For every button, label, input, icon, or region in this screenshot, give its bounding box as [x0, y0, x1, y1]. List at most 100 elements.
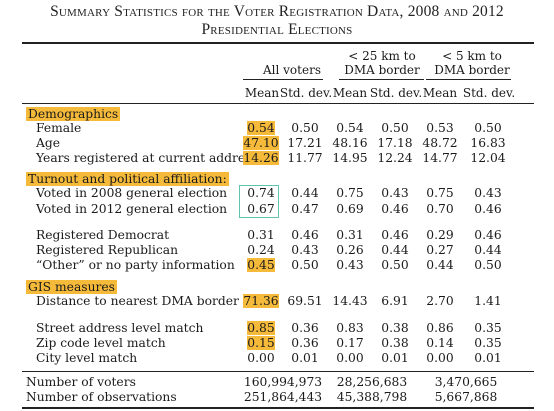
cell-value: 0.44 [381, 243, 409, 257]
cell-value: 12.04 [470, 151, 506, 165]
header-lt25-line2: DMA border [344, 63, 420, 77]
header-rule [22, 103, 534, 104]
section-turnout: Turnout and political affiliation: [26, 172, 229, 186]
cell-value: 0.00 [426, 351, 454, 365]
mean-cell: 0.74 [239, 186, 283, 201]
header-all-voters: All voters [263, 63, 321, 77]
cell-value: 0.43 [336, 258, 364, 272]
sd-cell: 17.21 [283, 136, 327, 151]
mean-cell: 14.26 [239, 151, 283, 166]
total-label: Number of voters [26, 375, 136, 389]
cell-value: 14.77 [422, 151, 458, 165]
sd-cell: 0.50 [466, 258, 510, 273]
mean-cell: 14.43 [328, 294, 372, 309]
mean-cell: 71.36 [239, 294, 283, 309]
table-title-line1: Summary Statistics for the Voter Registr… [50, 3, 504, 20]
underline-lt25 [339, 79, 424, 80]
cell-value: 0.53 [426, 121, 454, 135]
total-value: 45,388,798 [336, 390, 408, 404]
cell-value: 0.54 [336, 121, 364, 135]
mean-cell: 0.31 [239, 228, 283, 243]
sd-cell: 0.01 [466, 351, 510, 366]
sd-cell: 0.47 [283, 202, 327, 217]
table-title-line2: Presidential Elections [201, 21, 353, 38]
mean-cell: 47.10 [239, 136, 283, 151]
header-lt5-line1: < 5 km to [442, 49, 502, 63]
highlight-box-turnout [239, 185, 279, 218]
cell-value: 0.50 [474, 258, 502, 272]
bottom-rule-inner [22, 371, 534, 372]
cell-value: 14.95 [332, 151, 368, 165]
cell-value: 0.15 [247, 336, 275, 350]
sd-cell: 0.43 [373, 186, 417, 201]
mean-cell: 14.95 [328, 151, 372, 166]
mean-cell: 0.00 [328, 351, 372, 366]
cell-value: 0.36 [291, 321, 319, 335]
cell-value: 0.36 [291, 336, 319, 350]
row-label: “Other” or no party information [36, 258, 235, 272]
cell-value: 14.43 [332, 294, 368, 308]
mean-cell: 0.70 [418, 202, 462, 217]
row-label: Distance to nearest DMA border (km) [36, 294, 272, 308]
bottom-rule [22, 407, 534, 409]
cell-value: 0.00 [336, 351, 364, 365]
sd-cell: 0.01 [283, 351, 327, 366]
mean-cell: 0.43 [328, 258, 372, 273]
cell-value: 0.27 [426, 243, 454, 257]
mean-cell: 0.14 [418, 336, 462, 351]
mean-cell: 0.00 [418, 351, 462, 366]
cell-value: 0.31 [336, 228, 364, 242]
row-label: Years registered at current address [36, 151, 258, 165]
sd-cell: 0.46 [466, 228, 510, 243]
mean-cell: 0.27 [418, 243, 462, 258]
cell-value: 48.16 [332, 136, 368, 150]
sd-cell: 0.36 [283, 321, 327, 336]
cell-value: 2.70 [426, 294, 454, 308]
cell-value: 0.50 [381, 121, 409, 135]
cell-value: 0.35 [474, 321, 502, 335]
cell-value: 0.86 [426, 321, 454, 335]
sd-cell: 11.77 [283, 151, 327, 166]
cell-value: 12.24 [377, 151, 413, 165]
row-label: Zip code level match [36, 336, 166, 350]
mean-cell: 0.75 [328, 186, 372, 201]
sd-cell: 17.18 [373, 136, 417, 151]
mean-cell: 0.15 [239, 336, 283, 351]
cell-value: 0.46 [474, 228, 502, 242]
sd-cell: 0.44 [466, 243, 510, 258]
cell-value: 17.18 [377, 136, 413, 150]
cell-value: 0.50 [381, 258, 409, 272]
sd-cell: 0.50 [283, 258, 327, 273]
cell-value: 11.77 [287, 151, 323, 165]
sd-cell: 0.44 [373, 243, 417, 258]
cell-value: 0.35 [474, 336, 502, 350]
mean-cell: 0.17 [328, 336, 372, 351]
sd-cell: 0.38 [373, 321, 417, 336]
mean-cell: 0.67 [239, 202, 283, 217]
cell-value: 0.45 [247, 258, 275, 272]
mean-cell: 0.53 [418, 121, 462, 136]
cell-value: 0.01 [381, 351, 409, 365]
cell-value: 0.43 [381, 186, 409, 200]
sd-cell: 16.83 [466, 136, 510, 151]
row-label: Street address level match [36, 321, 204, 335]
sd-cell: 0.46 [283, 228, 327, 243]
sd-cell: 0.43 [283, 243, 327, 258]
subheader-mean-2: Mean [332, 86, 368, 100]
cell-value: 1.41 [474, 294, 502, 308]
sd-cell: 0.46 [466, 202, 510, 217]
cell-value: 0.67 [247, 202, 275, 216]
mean-cell: 0.26 [328, 243, 372, 258]
subheader-mean-1: Mean [244, 86, 280, 100]
sd-cell: 1.41 [466, 294, 510, 309]
cell-value: 16.83 [470, 136, 506, 150]
cell-value: 48.72 [422, 136, 458, 150]
sd-cell: 0.01 [373, 351, 417, 366]
sd-cell: 0.46 [373, 202, 417, 217]
cell-value: 17.21 [287, 136, 323, 150]
cell-value: 6.91 [381, 294, 409, 308]
cell-value: 14.26 [243, 151, 279, 165]
mean-cell: 0.45 [239, 258, 283, 273]
sd-cell: 12.04 [466, 151, 510, 166]
cell-value: 0.17 [336, 336, 364, 350]
